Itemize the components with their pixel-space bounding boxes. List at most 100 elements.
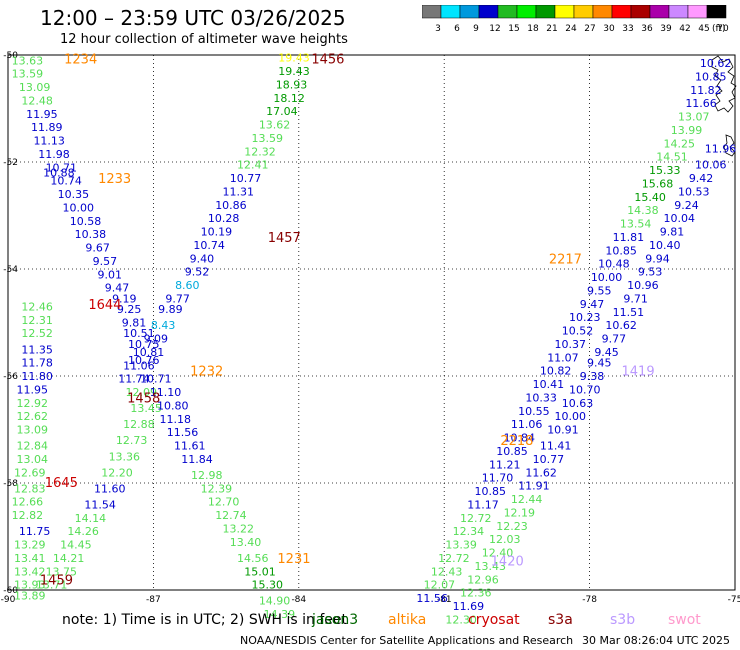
swh-value-label: 12.88 <box>123 418 155 431</box>
swh-value-label: 12.40 <box>482 547 514 560</box>
swh-value-label: 13.36 <box>109 450 141 463</box>
swh-value-label: 10.86 <box>215 199 247 212</box>
x-tick-label: -84 <box>291 595 306 605</box>
swh-value-label: 9.81 <box>660 226 685 239</box>
colorbar-swatch <box>706 5 727 19</box>
swh-value-label: 12.74 <box>215 509 247 522</box>
swh-value-label: 11.10 <box>150 386 182 399</box>
swh-value-label: 10.85 <box>474 485 506 498</box>
swh-value-label: 9.77 <box>602 333 627 346</box>
pass-time-label: 1644 <box>88 298 121 313</box>
colorbar-tick-label: 42 <box>679 24 690 34</box>
swh-value-label: 9.19 <box>112 292 137 305</box>
swh-value-label: 13.41 <box>14 552 46 565</box>
swh-value-label: 12.03 <box>489 533 521 546</box>
swh-value-label: 13.71 <box>36 579 68 592</box>
swh-value-label: 14.25 <box>664 137 696 150</box>
swh-value-label: 10.80 <box>157 399 189 412</box>
swh-value-label: 9.67 <box>85 242 110 255</box>
swh-value-label: 10.85 <box>496 445 528 458</box>
swh-value-label: 10.55 <box>518 405 550 418</box>
swh-value-label: 9.38 <box>580 370 605 383</box>
swh-value-label: 10.41 <box>533 378 565 391</box>
generated-timestamp: 30 Mar 08:26:04 UTC 2025 <box>582 634 730 647</box>
swh-value-label: 9.45 <box>587 357 612 370</box>
swh-value-label: 10.77 <box>230 172 262 185</box>
swh-value-label: 18.12 <box>273 92 305 105</box>
colorbar-tick-label: 30 <box>603 24 615 34</box>
x-tick-label: -78 <box>582 595 597 605</box>
swh-value-label: 13.42 <box>14 565 46 578</box>
colorbar-tick-label: 18 <box>527 24 539 34</box>
swh-value-label: 9.57 <box>93 255 118 268</box>
swh-value-label: 14.56 <box>237 552 269 565</box>
swh-value-label: 12.92 <box>16 397 48 410</box>
swh-value-label: 10.81 <box>133 346 165 359</box>
swh-value-label: 12.23 <box>496 520 528 533</box>
swh-value-label: 10.23 <box>569 311 601 324</box>
swh-value-label: 9.81 <box>122 317 147 330</box>
swh-value-label: 9.77 <box>165 292 190 305</box>
swh-value-label: 12.62 <box>16 410 48 423</box>
swh-value-label: 11.06 <box>123 359 155 372</box>
swh-value-label: 10.37 <box>554 338 586 351</box>
swh-value-label: 12.07 <box>424 579 456 592</box>
x-tick-label: -87 <box>146 595 161 605</box>
swh-value-label: 9.47 <box>105 282 130 295</box>
swh-value-label: 9.01 <box>98 268 123 281</box>
swh-value-label: 11.74 <box>118 373 150 386</box>
pass-time-label: 1232 <box>190 365 223 380</box>
swh-value-label: 11.75 <box>19 525 51 538</box>
swh-value-label: 13.75 <box>46 565 78 578</box>
swh-value-label: 10.53 <box>678 185 710 198</box>
swh-value-label: 11.95 <box>16 383 48 396</box>
pass-time-label: 1457 <box>268 231 301 246</box>
swh-value-label: 13.54 <box>620 218 652 231</box>
swh-value-label: 10.63 <box>562 397 594 410</box>
pass-time-label: 1645 <box>45 476 78 491</box>
swh-value-label: 10.71 <box>46 161 78 174</box>
colorbar-tick-label: 12 <box>489 24 500 34</box>
swh-value-label: 12.84 <box>16 440 48 453</box>
swh-value-label: 11.80 <box>21 370 53 383</box>
pass-time-label: 2217 <box>549 252 582 267</box>
swh-value-label: 10.75 <box>128 338 160 351</box>
swh-value-label: 12.43 <box>431 565 463 578</box>
swh-value-label: 10.62 <box>700 57 732 70</box>
swh-value-label: 13.40 <box>230 536 262 549</box>
swh-value-label: 13.62 <box>259 119 291 132</box>
swh-value-label: 12.82 <box>12 509 44 522</box>
swh-value-label: 11.07 <box>547 351 579 364</box>
swh-value-label: 11.66 <box>685 97 717 110</box>
x-tick-label: -81 <box>437 595 452 605</box>
page-title: 12:00 – 23:59 UTC 03/26/2025 <box>40 6 346 30</box>
swh-value-label: 12.52 <box>21 327 53 340</box>
swh-value-label: 10.62 <box>605 319 637 332</box>
y-tick-label: -56 <box>3 372 18 382</box>
colorbar-tick-label: 6 <box>454 24 460 34</box>
swh-value-label: 11.56 <box>416 592 448 605</box>
swh-value-label: 12.48 <box>21 94 53 107</box>
swh-value-label: 10.52 <box>562 325 594 338</box>
y-tick-label: -50 <box>3 51 18 61</box>
swh-value-label: 10.74 <box>193 239 225 252</box>
swh-value-label: 11.98 <box>38 148 70 161</box>
swh-value-label: 10.00 <box>554 410 586 423</box>
swh-value-label: 9.52 <box>185 266 210 279</box>
swh-value-label: 11.21 <box>489 458 521 471</box>
swh-value-label: 12.70 <box>208 496 240 509</box>
swh-value-label: 10.00 <box>63 201 95 214</box>
pass-time-label: 2218 <box>500 434 533 449</box>
swh-value-label: 9.47 <box>580 298 605 311</box>
swh-value-label: 9.94 <box>645 252 670 265</box>
legend-sat-swot: swot <box>668 612 701 628</box>
swh-value-label: 19.43 <box>278 65 310 78</box>
swh-value-label: 12.09 <box>126 386 158 399</box>
colorbar-tick-label: 27 <box>584 24 595 34</box>
x-tick-label: -75 <box>728 595 740 605</box>
swh-value-label: 11.95 <box>26 108 58 121</box>
swh-value-label: 11.69 <box>453 600 485 613</box>
swh-value-label: 12.44 <box>511 493 543 506</box>
swh-value-label: 19.43 <box>278 52 310 65</box>
